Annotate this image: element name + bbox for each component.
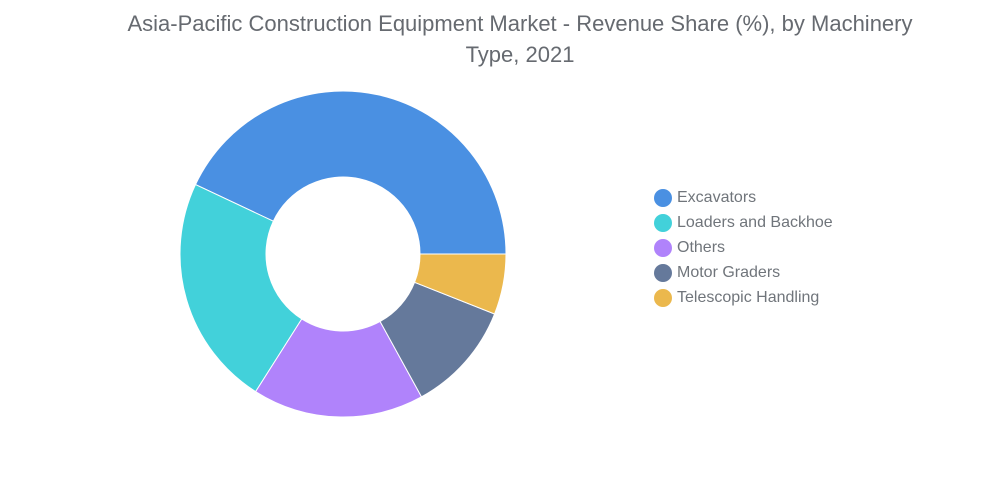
legend-item-telescopic-handling[interactable]: Telescopic Handling bbox=[654, 285, 833, 310]
legend-label: Excavators bbox=[677, 188, 757, 206]
donut-slice-others[interactable] bbox=[254, 318, 423, 418]
legend-label: Loaders and Backhoe bbox=[677, 213, 833, 231]
donut-slice-excavators[interactable] bbox=[194, 90, 507, 255]
legend-swatch-telescopic-handling bbox=[654, 288, 672, 307]
donut-slice-telescopic-handling[interactable] bbox=[413, 253, 507, 315]
legend-swatch-excavators bbox=[654, 188, 672, 207]
legend-swatch-loaders-and-backhoe bbox=[654, 213, 672, 232]
donut-slice-loaders-and-backhoe[interactable] bbox=[179, 183, 303, 393]
legend-swatch-others bbox=[654, 238, 672, 257]
legend-item-excavators[interactable]: Excavators bbox=[654, 185, 833, 210]
legend-label: Telescopic Handling bbox=[677, 288, 820, 306]
legend-item-loaders-and-backhoe[interactable]: Loaders and Backhoe bbox=[654, 210, 833, 235]
legend-item-motor-graders[interactable]: Motor Graders bbox=[654, 260, 833, 285]
chart-legend: Excavators Loaders and Backhoe Others Mo… bbox=[654, 185, 833, 310]
donut-slices bbox=[179, 90, 507, 418]
legend-label: Motor Graders bbox=[677, 263, 781, 281]
chart-title: Asia-Pacific Construction Equipment Mark… bbox=[127, 11, 913, 67]
legend-swatch-motor-graders bbox=[654, 263, 672, 282]
legend-item-others[interactable]: Others bbox=[654, 235, 833, 260]
legend-label: Others bbox=[677, 238, 726, 256]
